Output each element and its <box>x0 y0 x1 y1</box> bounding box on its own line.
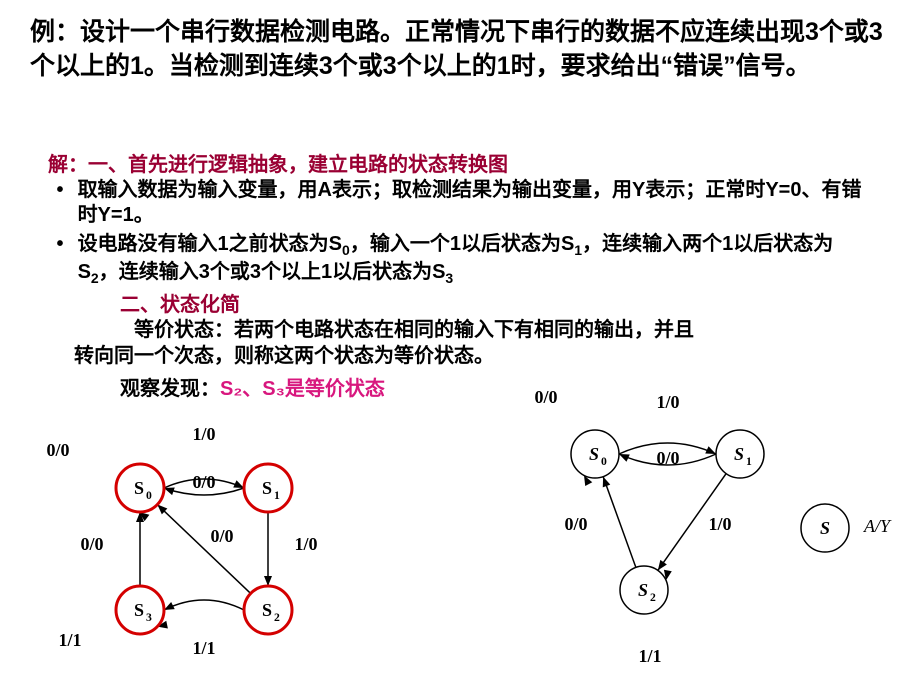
svg-text:2: 2 <box>274 611 280 624</box>
svg-text:1: 1 <box>746 455 752 468</box>
state-diagram-3: 0/01/00/01/00/01/1S0S1S2SA/Y <box>480 380 900 680</box>
bullet-1-text: 取输入数据为输入变量，用A表示；取检测结果为输出变量，用Y表示；正常时Y=0、有… <box>78 178 868 228</box>
svg-text:S: S <box>134 478 144 498</box>
svg-text:S: S <box>734 444 744 464</box>
equivalence-def: 等价状态：若两个电路状态在相同的输入下有相同的输出，并且 转向同一个次态，则称这… <box>74 317 890 369</box>
svg-text:1/1: 1/1 <box>638 646 661 666</box>
svg-text:0/0: 0/0 <box>656 448 679 468</box>
state-diagram-4: 0/01/00/01/00/01/10/01/1S0S1S2S3 <box>30 420 370 680</box>
svg-text:1/0: 1/0 <box>294 534 317 554</box>
svg-text:1/0: 1/0 <box>708 514 731 534</box>
svg-text:0/0: 0/0 <box>80 534 103 554</box>
svg-text:S: S <box>262 600 272 620</box>
svg-text:1/1: 1/1 <box>192 638 215 658</box>
svg-text:0: 0 <box>601 455 607 468</box>
svg-text:3: 3 <box>146 611 152 624</box>
svg-text:1: 1 <box>274 489 280 502</box>
svg-text:S: S <box>638 580 648 600</box>
svg-text:0/0: 0/0 <box>564 514 587 534</box>
svg-text:S: S <box>134 600 144 620</box>
svg-text:1/0: 1/0 <box>192 424 215 444</box>
svg-text:S: S <box>589 444 599 464</box>
solution-heading: 解：一、首先进行逻辑抽象，建立电路的状态转换图 <box>48 148 508 177</box>
svg-text:0/0: 0/0 <box>46 440 69 460</box>
problem-statement: 例：设计一个串行数据检测电路。正常情况下串行的数据不应连续出现3个或3个以上的1… <box>30 16 890 84</box>
svg-text:0/0: 0/0 <box>192 472 215 492</box>
svg-text:2: 2 <box>650 591 656 604</box>
svg-text:1/1: 1/1 <box>58 630 81 650</box>
svg-text:A/Y: A/Y <box>863 516 892 536</box>
bullet-2: • 设电路没有输入1之前状态为S0，输入一个1以后状态为S1，连续输入两个1以后… <box>48 232 868 287</box>
section-2-heading: 二、状态化简 <box>120 288 240 317</box>
svg-text:1/0: 1/0 <box>656 392 679 412</box>
observation: 观察发现：S₂、S₃是等价状态 <box>120 372 385 401</box>
svg-text:0/0: 0/0 <box>210 526 233 546</box>
bullet-1: • 取输入数据为输入变量，用A表示；取检测结果为输出变量，用Y表示；正常时Y=0… <box>48 178 868 228</box>
svg-text:0/0: 0/0 <box>534 387 557 407</box>
svg-text:S: S <box>262 478 272 498</box>
svg-text:0: 0 <box>146 489 152 502</box>
svg-text:S: S <box>820 518 830 538</box>
